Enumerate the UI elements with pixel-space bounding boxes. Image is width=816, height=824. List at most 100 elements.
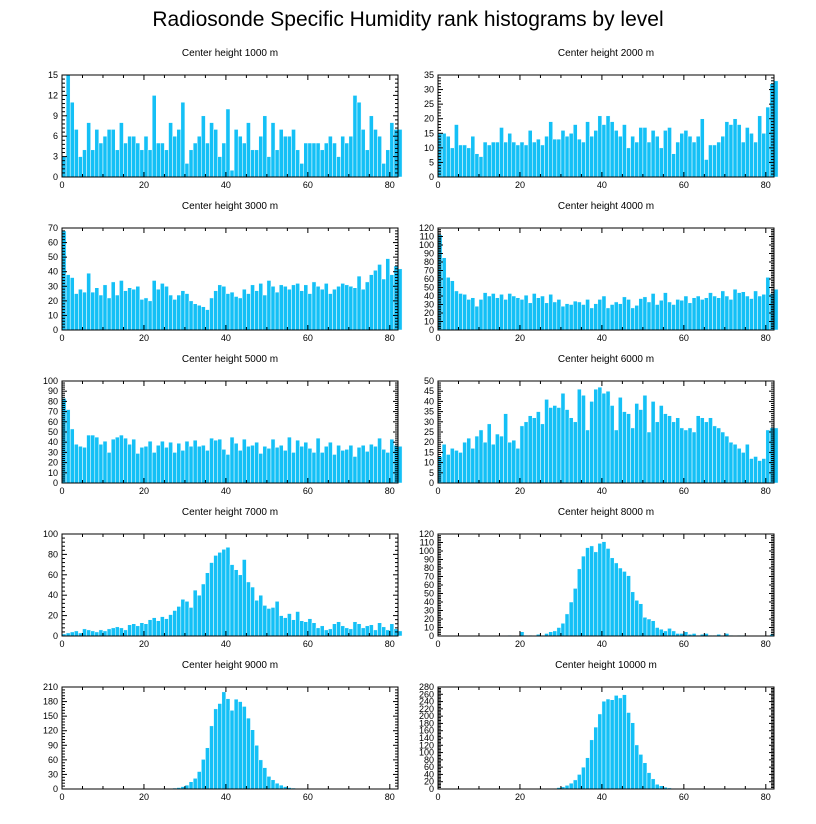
bar: [560, 305, 566, 331]
bar: [695, 415, 701, 484]
bar: [106, 452, 112, 484]
bar: [675, 299, 681, 331]
bar: [369, 274, 374, 331]
bar: [319, 452, 325, 484]
bar: [544, 135, 549, 178]
bar: [716, 141, 721, 178]
y-tick-label: 110: [420, 232, 434, 242]
bar: [69, 631, 75, 637]
bar: [127, 443, 132, 484]
bar: [630, 591, 635, 637]
bar: [373, 629, 378, 637]
bar: [299, 290, 305, 331]
bar: [160, 142, 165, 178]
bar: [319, 149, 325, 178]
bar: [687, 135, 693, 178]
y-tick-label: 50: [424, 589, 434, 599]
y-tick-label: 0: [53, 325, 58, 335]
bar: [250, 729, 255, 790]
histogram-panel: Center height 7000 m 0 20 40 60 80 0 20 40 60 80 10…: [43, 507, 403, 649]
bar: [605, 307, 611, 331]
bar: [69, 277, 75, 331]
bar: [233, 698, 239, 790]
bar: [307, 142, 313, 178]
bar: [74, 630, 79, 637]
y-tick-label: 3: [53, 152, 58, 162]
bar: [139, 447, 145, 484]
bar: [164, 286, 169, 331]
bar: [229, 436, 235, 484]
bar: [115, 294, 120, 331]
bar: [675, 141, 681, 178]
x-tick-label: 0: [59, 486, 64, 496]
bar: [708, 417, 713, 484]
bar: [527, 302, 533, 331]
plot-frame: [61, 74, 399, 178]
y-tick-label: 40: [424, 291, 434, 301]
bar: [299, 620, 305, 637]
bar: [115, 149, 120, 178]
bar: [356, 275, 362, 331]
bar: [82, 628, 87, 637]
bar: [360, 129, 366, 178]
bar: [638, 298, 644, 331]
bar: [577, 568, 582, 637]
y-tick-label: 110: [420, 538, 434, 548]
bar: [348, 286, 354, 331]
bar: [340, 135, 345, 178]
bar: [287, 288, 292, 331]
bar: [155, 142, 161, 178]
y-tick-label: 20: [424, 777, 434, 787]
bar: [123, 142, 128, 178]
x-tick-label: 20: [515, 180, 525, 190]
bar: [143, 623, 149, 637]
bar: [389, 274, 395, 331]
y-tick-label: 25: [424, 427, 434, 437]
bar: [609, 557, 615, 637]
bar: [503, 141, 508, 178]
bar: [568, 304, 574, 331]
bar: [188, 300, 194, 331]
bar: [262, 115, 268, 178]
bar: [106, 297, 112, 331]
bar: [160, 283, 165, 331]
bar: [192, 439, 198, 484]
bar: [266, 280, 272, 331]
bar: [667, 301, 672, 331]
bar: [712, 295, 717, 331]
bar: [237, 450, 243, 484]
bar: [511, 439, 517, 484]
bar: [315, 142, 321, 178]
bar: [634, 744, 640, 790]
bar: [691, 141, 697, 178]
bar: [315, 627, 321, 637]
y-tick-label: 0: [429, 784, 434, 794]
y-tick-label: 40: [48, 267, 58, 277]
bar: [450, 280, 455, 331]
bar: [675, 417, 681, 484]
bar: [720, 290, 726, 331]
x-tick-label: 60: [303, 486, 313, 496]
bar: [82, 291, 87, 331]
bar: [568, 133, 574, 178]
bar: [389, 438, 395, 484]
bar: [270, 122, 276, 178]
histogram-panel: Center height 2000 m 0 20 40 60 80 0 5 10 15 20 25 3…: [424, 48, 779, 190]
bar: [250, 445, 255, 484]
bar: [638, 409, 644, 484]
bar: [720, 431, 726, 484]
bar: [344, 142, 350, 178]
bar: [495, 297, 500, 331]
bar: [753, 290, 758, 331]
x-tick-label: 80: [761, 486, 771, 496]
y-tick-label: 20: [424, 308, 434, 318]
bar: [119, 627, 124, 637]
bar: [593, 726, 599, 790]
x-tick-label: 40: [221, 639, 231, 649]
y-tick-label: 70: [48, 223, 58, 233]
bar: [511, 295, 517, 331]
bar: [761, 458, 767, 484]
x-tick-label: 0: [59, 639, 64, 649]
bar: [274, 291, 280, 331]
y-tick-label: 0: [429, 631, 434, 641]
